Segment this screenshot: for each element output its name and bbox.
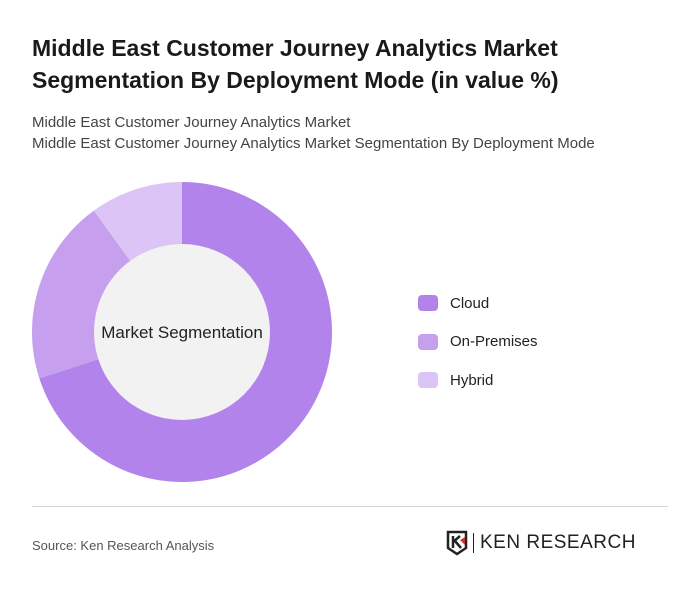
legend-swatch: [418, 333, 438, 350]
ken-logo-icon: [446, 530, 468, 556]
legend-label: Hybrid: [450, 371, 494, 389]
legend-swatch: [418, 372, 438, 389]
donut-center: [94, 244, 270, 420]
logo-text: KEN RESEARCH: [480, 532, 636, 553]
subtitle-segmentation: Middle East Customer Journey Analytics M…: [32, 135, 595, 152]
center-label: Market Segmentation: [101, 323, 263, 342]
subtitle-market: Middle East Customer Journey Analytics M…: [32, 114, 351, 131]
legend-item-cloud[interactable]: Cloud: [418, 284, 538, 323]
source-note: Source: Ken Research Analysis: [32, 538, 215, 553]
legend-label: On-Premises: [450, 333, 538, 351]
legend-swatch: [418, 295, 438, 312]
ken-research-logo: KEN RESEARCH: [446, 530, 636, 556]
chart-title: Middle East Customer Journey Analytics M…: [32, 35, 559, 93]
divider: [32, 506, 668, 507]
legend-label: Cloud: [450, 294, 490, 312]
donut-chart: Market Segmentation: [31, 182, 332, 482]
legend-item-on-premises[interactable]: On-Premises: [418, 323, 538, 362]
legend: Cloud On-Premises Hybrid: [418, 284, 538, 400]
legend-item-hybrid[interactable]: Hybrid: [418, 361, 538, 400]
